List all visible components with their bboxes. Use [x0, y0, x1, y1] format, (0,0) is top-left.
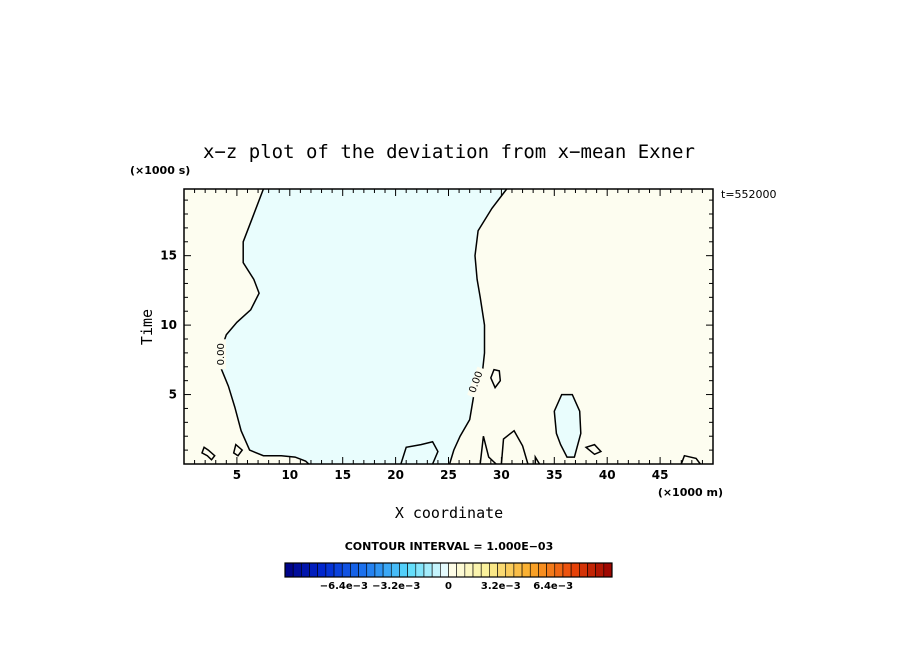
colorbar-cell: [538, 562, 547, 578]
y-tick-label: 5: [169, 388, 177, 402]
colorbar-cell: [546, 562, 556, 578]
colorbar-cell: [521, 562, 531, 578]
colorbar-cell: [595, 562, 605, 578]
contour-label: 0.00: [216, 343, 227, 365]
colorbar-cell: [570, 562, 580, 578]
zero-contour-island: [584, 443, 603, 456]
zero-contour-island: [500, 429, 529, 465]
zero-contour-island: [232, 443, 244, 457]
y-axis-label: Time: [138, 309, 156, 345]
x-tick-label: 15: [334, 468, 351, 482]
colorbar-cell: [456, 562, 466, 578]
x-tick-label: 20: [387, 468, 404, 482]
colorbar-labels: −6.4e−3 −3.2e−3 0 3.2e−3 6.4e−3: [320, 581, 573, 592]
zero-contour-island: [479, 436, 497, 465]
colorbar-cell: [448, 562, 457, 578]
colorbar-cell: [358, 562, 368, 578]
x-axis-label: X coordinate: [395, 504, 503, 522]
colorbar-cell: [603, 562, 613, 578]
colorbar-cell: [325, 562, 335, 578]
colorbar-cell: [333, 562, 343, 578]
colorbar-cell: [350, 562, 359, 578]
zero-contour-island: [680, 454, 701, 465]
colorbar-cell: [480, 562, 490, 578]
colorbar-cell: [497, 562, 507, 578]
colorbar-cell: [505, 562, 515, 578]
chart-title: x−z plot of the deviation from x−mean Ex…: [203, 141, 695, 163]
colorbar-cell: [562, 562, 572, 578]
colorbar-cell: [529, 562, 539, 578]
colorbar-cell: [374, 562, 384, 578]
zero-contour-right: [448, 188, 508, 465]
colorbar-cell: [382, 562, 392, 578]
colorbar-tick-label: 6.4e−3: [533, 581, 573, 592]
colorbar-cell: [390, 562, 400, 578]
zero-contours: [201, 188, 701, 465]
colorbar-cell: [587, 562, 596, 578]
x-tick-label: 40: [599, 468, 616, 482]
plot-area: 0.000.00: [183, 188, 714, 465]
contour-label-bg: [467, 366, 486, 398]
colorbar-tick-label: 3.2e−3: [481, 581, 521, 592]
colorbar-cell: [366, 562, 376, 578]
colorbar-cell: [399, 562, 408, 578]
zero-contour-island: [534, 454, 541, 465]
colorbar-cell: [489, 562, 498, 578]
zero-contour-island: [489, 368, 502, 390]
y-tick-label: 10: [160, 318, 177, 332]
y-tick-label: 15: [160, 249, 177, 263]
x-tick-label: 30: [493, 468, 510, 482]
colorbar-cell: [431, 562, 441, 578]
colorbar-tick-label: −6.4e−3: [320, 581, 368, 592]
colorbar-cell: [292, 562, 302, 578]
colorbar-cell: [578, 562, 588, 578]
contour-interval-text: CONTOUR INTERVAL = 1.000E−03: [345, 540, 554, 553]
y-tick-labels: 5 10 15: [160, 249, 177, 402]
zero-contour-island: [201, 446, 216, 461]
colorbar: [284, 562, 613, 578]
colorbar-frame: [284, 562, 613, 578]
colorbar-cell: [341, 562, 351, 578]
colorbar-cell: [440, 562, 449, 578]
colorbar-cell: [423, 562, 433, 578]
zero-contour-island: [400, 440, 439, 465]
axis-ticks: [184, 189, 713, 464]
x-tick-label: 45: [652, 468, 669, 482]
x-tick-labels: 5 10 15 20 25 30 35 40 45: [233, 468, 669, 482]
colorbar-cell: [301, 562, 310, 578]
x-unit-label: (×1000 m): [658, 486, 723, 499]
contour-label-bg: [217, 339, 227, 370]
colorbar-tick-label: 0: [445, 581, 452, 592]
time-label: t=552000: [721, 188, 777, 201]
colorbar-cell: [309, 562, 318, 578]
x-tick-label: 25: [440, 468, 457, 482]
colorbar-cell: [407, 562, 417, 578]
y-unit-label: (×1000 s): [130, 164, 190, 177]
colorbar-cell: [472, 562, 482, 578]
x-tick-label: 35: [546, 468, 563, 482]
colorbar-cell: [464, 562, 474, 578]
x-tick-label: 10: [281, 468, 298, 482]
colorbar-tick-label: −3.2e−3: [372, 581, 420, 592]
colorbar-cell: [513, 562, 523, 578]
negative-region-fill: [221, 189, 507, 464]
x-tick-label: 5: [233, 468, 241, 482]
colorbar-cell: [284, 562, 294, 578]
colorbar-cell: [317, 562, 327, 578]
zero-contour-island: [553, 393, 582, 458]
colorbar-cell: [415, 562, 425, 578]
colorbar-cell: [554, 562, 564, 578]
